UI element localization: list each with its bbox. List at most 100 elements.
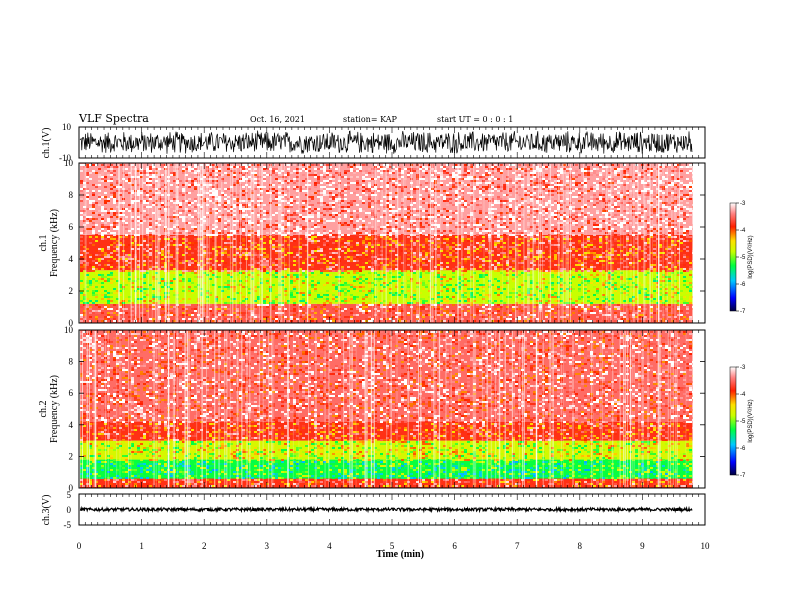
ch1-spectrogram-cell: [317, 252, 320, 254]
ch1-spectrogram-cell: [578, 214, 581, 216]
ch1-spectrogram-cell: [596, 174, 599, 176]
ch1-spectrogram-cell: [614, 222, 617, 224]
ch1-spectrogram-cell: [107, 174, 110, 176]
ch1-spectrogram-cell: [266, 268, 269, 270]
ch1-spectrogram-cell: [362, 268, 365, 270]
ch1-spectrogram-cell: [389, 268, 392, 270]
ch1-spectrogram-cell: [191, 254, 194, 256]
ch1-spectrogram-cell: [182, 172, 185, 174]
ch1-spectrogram-cell: [437, 230, 440, 232]
ch1-spectrogram-cell: [98, 210, 101, 212]
ch1-spectrogram-cell: [503, 198, 506, 200]
ch1-spectrogram-cell: [365, 252, 368, 254]
ch1-spectrogram-cell: [314, 224, 317, 226]
ch1-spectrogram-cell: [413, 198, 416, 200]
ch1-spectrogram-cell: [293, 222, 296, 224]
ch1-spectrogram-cell: [422, 244, 425, 246]
ch1-spectrogram-cell: [398, 242, 401, 244]
ch1-spectrogram-cell: [92, 200, 95, 202]
ch1-spectrogram-cell: [290, 254, 293, 256]
ch1-spectrogram-cell: [350, 258, 353, 260]
ch1-spectrogram-cell: [422, 176, 425, 178]
ch1-spectrogram-cell: [329, 170, 332, 172]
ch1-spectrogram-cell: [356, 166, 359, 168]
ch1-spectrogram-cell: [194, 262, 197, 264]
ch1-spectrogram-cell: [407, 254, 410, 256]
ch1-spectrogram-cell: [92, 194, 95, 196]
ch1-spectrogram-cell: [275, 260, 278, 262]
ch1-spectrogram-cell: [452, 242, 455, 244]
ch1-spectrogram-cell: [509, 234, 512, 236]
ch1-spectrogram-cell: [377, 190, 380, 192]
ch1-spectrogram-cell: [413, 186, 416, 188]
ch1-spectrogram-cell: [497, 248, 500, 250]
ch1-spectrogram-cell: [362, 262, 365, 264]
ch1-spectrogram-cell: [500, 170, 503, 172]
ch1-spectrogram-cell: [365, 216, 368, 218]
ch1-spectrogram-cell: [590, 188, 593, 190]
ch1-spectrogram-cell: [584, 192, 587, 194]
ch1-spectrogram-cell: [224, 252, 227, 254]
ch1-spectrogram-cell: [599, 254, 602, 256]
ch1-spectrogram-cell: [113, 176, 116, 178]
ch1-spectrogram-cell: [380, 178, 383, 180]
ch1-spectrogram-cell: [593, 206, 596, 208]
ch1-spectrogram-cell: [380, 268, 383, 270]
ch1-spectrogram-cell: [362, 180, 365, 182]
ch1-spectrogram-cell: [614, 234, 617, 236]
ch1-spectrogram-cell: [335, 266, 338, 268]
ch1-spectrogram-cell: [113, 246, 116, 248]
ch1-spectrogram-cell: [653, 244, 656, 246]
ch1-spectrogram-cell: [614, 168, 617, 170]
ch1-spectrogram-cell: [689, 188, 692, 190]
ch1-spectrogram-cell: [452, 178, 455, 180]
ch1-spectrogram-cell: [500, 218, 503, 220]
ch1-spectrogram-cell: [509, 200, 512, 202]
ch1-spectrogram-cell: [407, 214, 410, 216]
ch1-spectrogram-cell: [170, 190, 173, 192]
ch1-spectrogram-cell: [422, 242, 425, 244]
ch1-spectrogram-cell: [437, 216, 440, 218]
ch1-spectrogram-cell: [107, 198, 110, 200]
ch1-spectrogram-cell: [356, 242, 359, 244]
ch1-spectrogram-cell: [545, 220, 548, 222]
ch1-spectrogram-cell: [242, 232, 245, 234]
ch1-spectrogram-cell: [500, 214, 503, 216]
ch1-spectrogram-cell: [347, 210, 350, 212]
ch1-spectrogram-cell: [191, 180, 194, 182]
ch1-spectrogram-cell: [494, 178, 497, 180]
ch1-spectrogram-cell: [368, 184, 371, 186]
ch1-spectrogram-cell: [389, 180, 392, 182]
ch1-spectrogram-cell: [143, 238, 146, 240]
ch1-spectrogram-cell: [503, 246, 506, 248]
ch1-spectrogram-cell: [425, 178, 428, 180]
ch1-spectrogram-cell: [83, 246, 86, 248]
ch1-spectrogram-cell: [341, 200, 344, 202]
ch1-spectrogram-cell: [125, 260, 128, 262]
ch1-spectrogram-cell: [482, 268, 485, 270]
ch1-spectrogram-cell: [689, 240, 692, 242]
ch1-spectrogram-cell: [188, 264, 191, 266]
ch1-spectrogram-cell: [125, 180, 128, 182]
ch1-spectrogram-cell: [113, 228, 116, 230]
ch1-spectrogram-cell: [179, 196, 182, 198]
ch1-spectrogram-cell: [686, 214, 689, 216]
ch1-spectrogram-cell: [311, 196, 314, 198]
ch1-spectrogram-cell: [350, 250, 353, 252]
ch1-spectrogram-cell: [314, 250, 317, 252]
ch1-spectrogram-cell: [92, 270, 95, 272]
ch1-spectrogram-cell: [179, 262, 182, 264]
ch1-spectrogram-cell: [500, 226, 503, 228]
ch1-spectrogram-cell: [554, 250, 557, 252]
ch1-spectrogram-cell: [590, 200, 593, 202]
ch1-spectrogram-cell: [593, 194, 596, 196]
ch1-spectrogram-cell: [110, 174, 113, 176]
ch1-spectrogram-cell: [383, 168, 386, 170]
ch1-spectrogram-cell: [227, 254, 230, 256]
ch1-spectrogram-cell: [353, 172, 356, 174]
ch1-spectrogram-cell: [308, 212, 311, 214]
ch1-spectrogram-cell: [461, 218, 464, 220]
ch1-spectrogram-cell: [500, 238, 503, 240]
ch1-spectrogram-cell: [227, 214, 230, 216]
ch1-spectrogram-cell: [266, 224, 269, 226]
